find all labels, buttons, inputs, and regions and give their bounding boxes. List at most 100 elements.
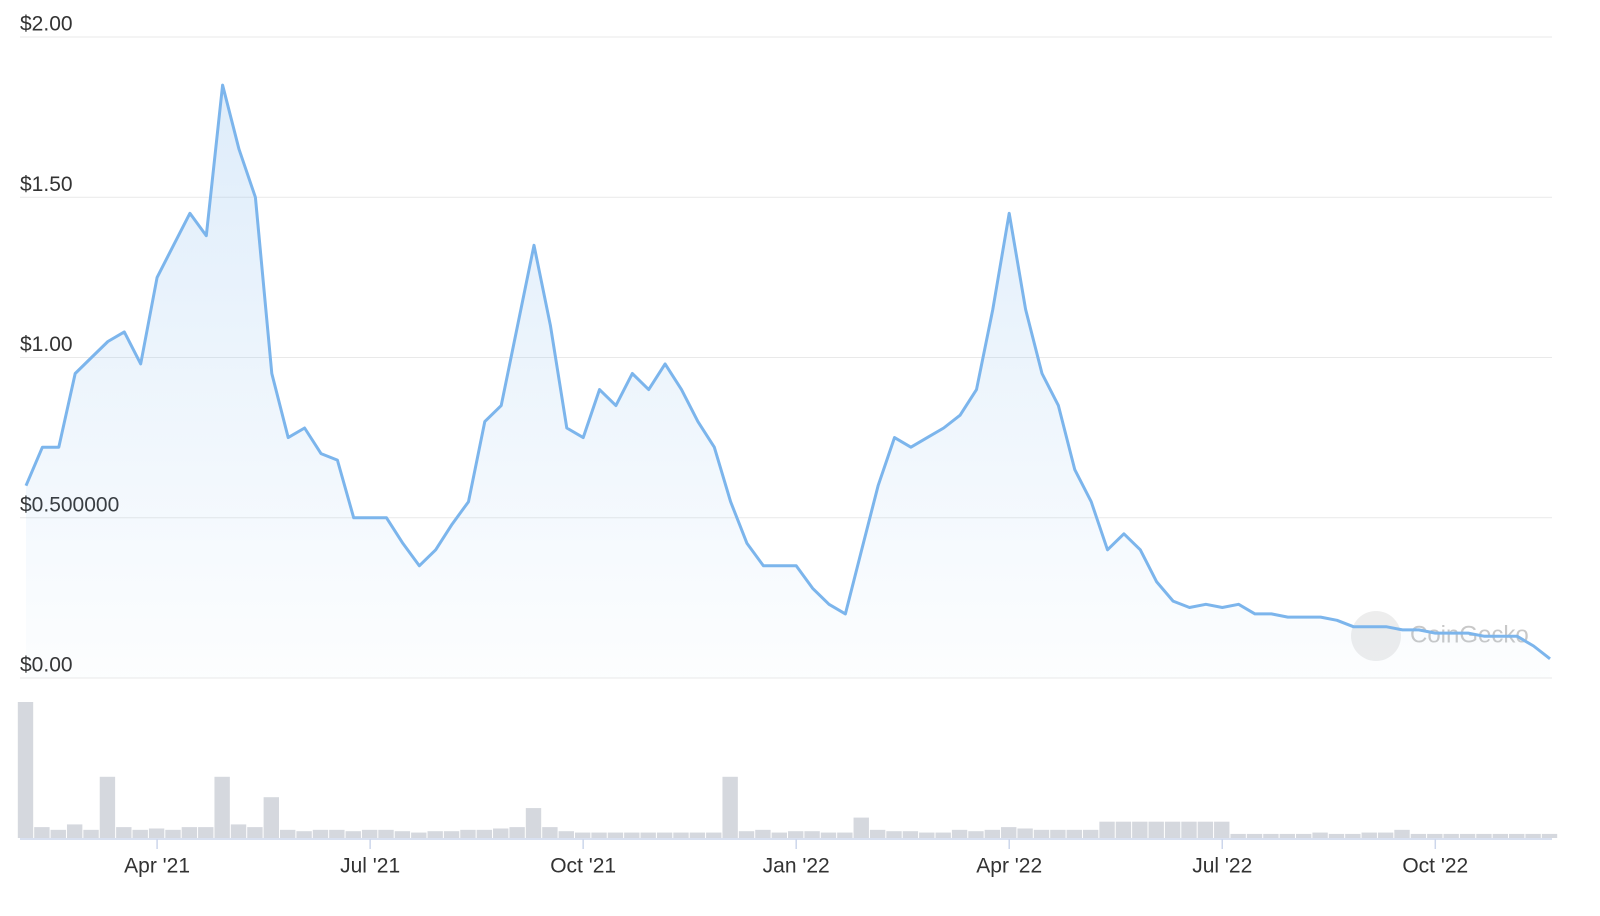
volume-bar — [1345, 833, 1361, 838]
volume-bar — [689, 832, 706, 838]
volume-bar — [1328, 833, 1345, 838]
volume-bar — [869, 829, 886, 838]
volume-bar — [935, 832, 951, 838]
volume-bar — [607, 832, 624, 838]
volume-bar — [968, 831, 984, 838]
volume-bar — [1132, 821, 1148, 838]
volume-bar — [558, 831, 574, 838]
volume-bar — [738, 831, 755, 838]
x-tick-label: Jul '22 — [1192, 855, 1252, 878]
volume-bar — [673, 832, 689, 838]
volume-bar — [411, 832, 427, 838]
volume-bar — [1181, 821, 1197, 838]
volume-bar — [1525, 833, 1541, 838]
volume-bar — [17, 702, 34, 838]
volume-bar — [99, 776, 116, 838]
volume-bar — [1164, 821, 1181, 838]
volume-bar — [1377, 832, 1394, 838]
volume-bar — [1410, 833, 1427, 838]
volume-bar — [1033, 829, 1050, 838]
volume-bar — [755, 829, 771, 838]
volume-bar — [1050, 829, 1066, 838]
volume-bar — [771, 832, 787, 838]
volume-bar — [198, 827, 214, 838]
volume-bar — [1066, 829, 1082, 838]
volume-bar — [1476, 833, 1492, 838]
volume-bar — [542, 827, 558, 838]
x-tick-label: Apr '21 — [124, 855, 190, 878]
x-tick-label: Jan '22 — [763, 855, 830, 878]
volume-bar — [886, 831, 902, 838]
volume-bar — [837, 832, 853, 838]
volume-bar — [263, 797, 279, 838]
volume-bar — [1214, 821, 1230, 838]
volume-bar — [1296, 833, 1312, 838]
volume-bar — [1263, 833, 1279, 838]
volume-bar — [1246, 833, 1263, 838]
volume-bar — [361, 829, 378, 838]
volume-bar — [247, 827, 263, 838]
volume-bar — [722, 776, 738, 838]
y-tick-label: $1.00 — [20, 333, 73, 356]
volume-bar — [116, 827, 132, 838]
area — [26, 85, 1550, 679]
x-tick-label: Oct '22 — [1402, 855, 1468, 878]
volume-bar — [509, 827, 525, 838]
volume-bar — [1443, 833, 1459, 838]
volume-bar — [820, 832, 837, 838]
x-tick-label: Apr '22 — [976, 855, 1042, 878]
volume-bar — [214, 776, 230, 838]
volume-bar — [132, 829, 148, 838]
volume-bar — [1492, 833, 1509, 838]
volume-bar — [476, 829, 493, 838]
volume-bar — [1541, 833, 1558, 838]
volume-bar — [181, 827, 198, 838]
volume-bar — [345, 831, 361, 838]
volume-bar — [280, 829, 296, 838]
volume-bar — [706, 832, 722, 838]
volume-bar — [427, 831, 443, 838]
x-tick-label: Oct '21 — [550, 855, 616, 878]
volume-bar — [804, 831, 820, 838]
volume-bar — [230, 824, 247, 838]
volume-bar — [1312, 832, 1328, 838]
y-tick-label: $2.00 — [20, 13, 73, 36]
volume-bar — [591, 832, 607, 838]
volume-bar — [919, 832, 935, 838]
volume-bar — [329, 829, 345, 838]
volume-bar — [574, 832, 591, 838]
volume-bar — [1459, 833, 1476, 838]
volume-bar — [1148, 821, 1164, 838]
volume-bar — [66, 824, 83, 838]
volume-bar — [34, 827, 50, 838]
volume-bar — [1394, 829, 1410, 838]
volume-bar — [165, 829, 181, 838]
volume-bar — [1115, 821, 1132, 838]
volume-bar — [1082, 829, 1099, 838]
volume-bar — [312, 829, 329, 838]
volume-bar — [443, 831, 460, 838]
volume-bar — [148, 828, 165, 838]
volume-bar — [493, 828, 509, 838]
volume-bar — [1099, 821, 1115, 838]
x-tick-label: Jul '21 — [340, 855, 400, 878]
volume-bar — [1509, 833, 1525, 838]
y-tick-label: $1.50 — [20, 173, 73, 196]
volume-bar — [1230, 833, 1246, 838]
price-line — [24, 83, 1551, 660]
volume-bar — [1001, 827, 1017, 838]
volume-bar — [640, 832, 656, 838]
volume-bar — [902, 831, 919, 838]
volume-bar — [624, 832, 640, 838]
volume-bar — [83, 829, 99, 838]
volume-bar — [656, 832, 673, 838]
volume-bar — [1279, 833, 1295, 838]
volume-bar — [1017, 828, 1033, 838]
volume-bar — [788, 831, 804, 838]
volume-bar — [951, 829, 968, 838]
volume-bar — [853, 817, 869, 838]
volume-bar — [1361, 832, 1377, 838]
volume-bar — [394, 831, 411, 838]
volume-bar — [525, 808, 542, 838]
